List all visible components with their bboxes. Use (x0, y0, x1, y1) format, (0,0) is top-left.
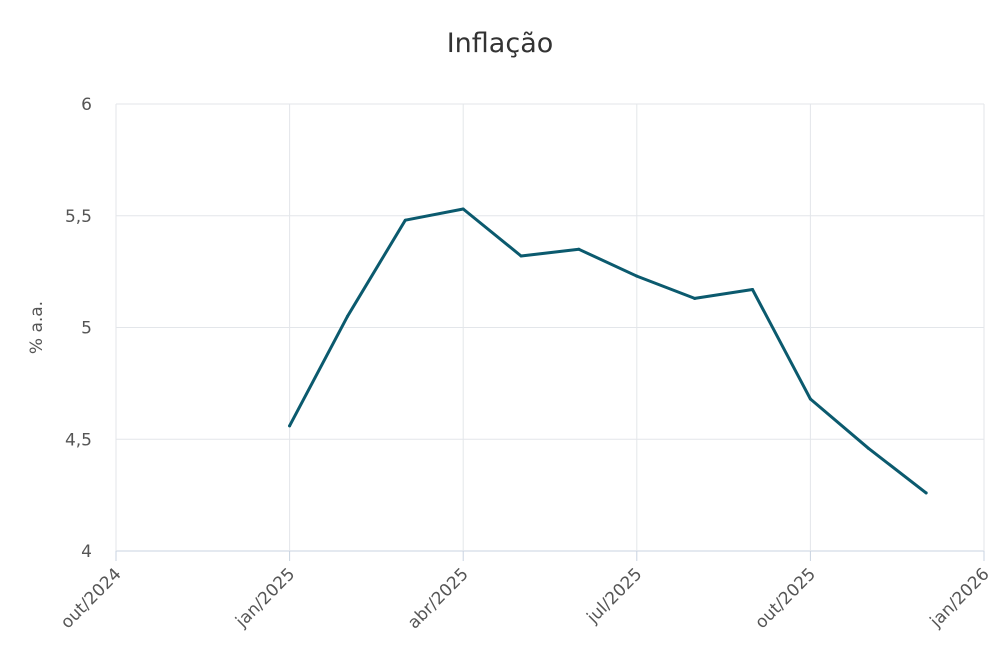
y-axis-label: % a.a. (27, 301, 47, 354)
data-point (866, 446, 870, 450)
x-tick-label: out/2025 (751, 564, 819, 632)
data-point (924, 491, 928, 495)
y-tick-label: 5 (81, 319, 92, 339)
chart-title: Inflação (446, 28, 554, 59)
y-tick-label: 6 (81, 95, 92, 115)
data-point (461, 207, 465, 211)
x-tick-label: jan/2025 (231, 564, 299, 632)
data-point (519, 254, 523, 258)
data-point (345, 314, 349, 318)
data-point (808, 397, 812, 401)
x-tick-label: jan/2026 (926, 564, 994, 632)
x-tick-label: abr/2025 (404, 564, 473, 633)
series-line (288, 207, 928, 495)
data-point (751, 288, 755, 292)
y-tick-label: 4 (81, 542, 92, 562)
x-tick-label: out/2024 (57, 564, 125, 632)
data-point (635, 274, 639, 278)
y-tick-label: 4,5 (65, 430, 92, 450)
data-point (288, 424, 292, 428)
x-tick-label: jul/2025 (583, 564, 647, 628)
data-point (403, 218, 407, 222)
data-point (577, 247, 581, 251)
y-tick-label: 5,5 (65, 207, 92, 227)
data-point (693, 296, 697, 300)
